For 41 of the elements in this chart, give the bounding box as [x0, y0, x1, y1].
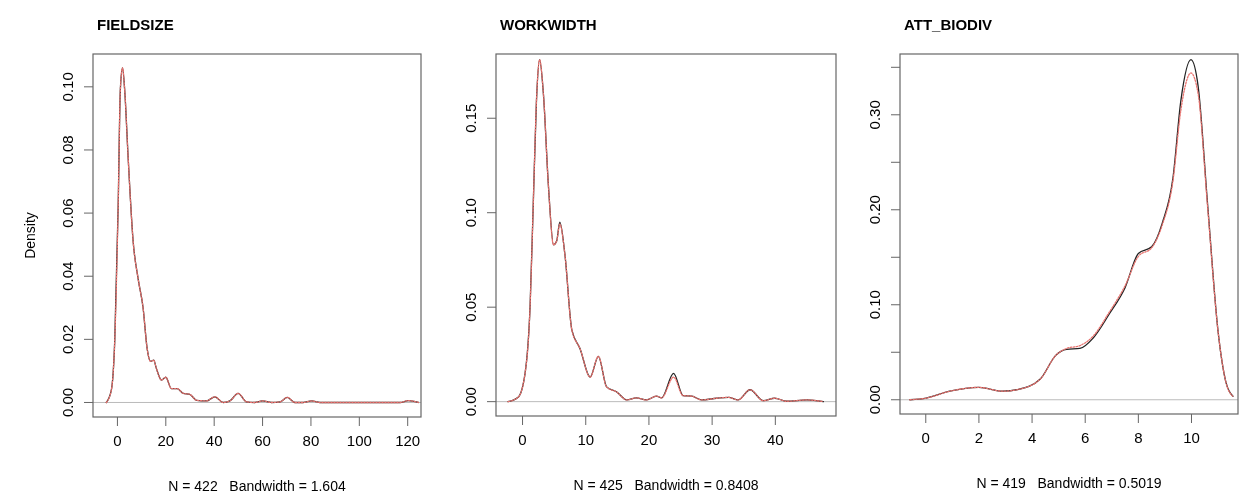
x-tick-label: 2	[974, 429, 984, 446]
line-series	[105, 67, 419, 404]
chart-title: WORKWIDTH	[500, 16, 597, 33]
y-tick-label: 0.05	[462, 292, 479, 322]
x-tick-label: 30	[703, 431, 721, 448]
y-tick-label: 0.06	[59, 198, 76, 228]
line-series	[507, 59, 825, 403]
chart-title: FIELDSIZE	[97, 16, 174, 33]
x-tick-label: 100	[346, 432, 372, 449]
y-tick-label: 0.00	[866, 385, 883, 415]
y-tick-label: 0.00	[462, 387, 479, 417]
x-tick-label: 120	[395, 432, 421, 449]
x-axis-title: N = 419 Bandwidth = 0.5019	[976, 475, 1162, 491]
y-tick-label: 0.10	[59, 72, 76, 102]
x-tick-label: 40	[205, 432, 223, 449]
y-tick-label: 0.10	[462, 198, 479, 228]
y-tick-label: 0.15	[462, 103, 479, 133]
x-tick-label: 0	[921, 429, 930, 446]
y-tick-label: 0.02	[59, 324, 76, 354]
x-tick-label: 20	[157, 432, 175, 449]
x-tick-label: 20	[640, 431, 658, 448]
x-tick-label: 0	[113, 432, 122, 449]
y-axis-title: Density	[22, 212, 38, 259]
y-tick-label: 0.20	[866, 195, 883, 225]
x-tick-label: 0	[518, 431, 527, 448]
x-tick-label: 6	[1081, 429, 1090, 446]
y-tick-label: 0.08	[59, 135, 76, 165]
y-tick-label: 0.10	[866, 290, 883, 320]
x-tick-label: 60	[254, 432, 271, 449]
x-axis-title: N = 425 Bandwidth = 0.8408	[573, 477, 759, 493]
x-tick-label: 8	[1134, 429, 1143, 446]
y-tick-label: 0.04	[59, 261, 76, 291]
chart-title: ATT_BIODIV	[904, 16, 993, 33]
x-tick-label: 10	[577, 431, 595, 448]
y-tick-label: 0.30	[866, 100, 883, 130]
x-tick-label: 40	[766, 431, 784, 448]
x-tick-label: 80	[302, 432, 320, 449]
x-tick-label: 10	[1183, 429, 1200, 446]
x-tick-label: 4	[1027, 429, 1037, 446]
y-tick-label: 0.00	[59, 387, 76, 418]
x-axis-title: N = 422 Bandwidth = 1.604	[168, 478, 346, 494]
